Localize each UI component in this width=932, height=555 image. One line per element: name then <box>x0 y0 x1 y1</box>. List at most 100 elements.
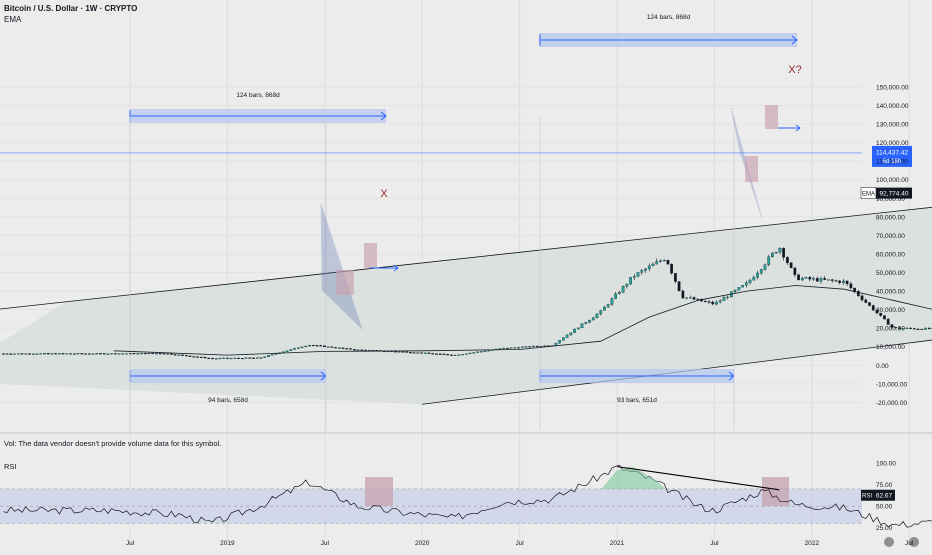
candle-body <box>58 353 60 354</box>
candle-body <box>853 288 855 291</box>
candle-body <box>454 355 456 356</box>
candle-body <box>159 353 161 354</box>
candle-body <box>32 354 34 355</box>
candle-body <box>488 350 490 351</box>
candle-body <box>805 277 807 278</box>
candle-body <box>361 350 363 351</box>
candle-body <box>909 328 911 329</box>
candle-body <box>558 340 560 343</box>
candle-body <box>215 358 217 359</box>
price-axis-tick-label: 20,000.00 <box>876 326 905 333</box>
candle-body <box>734 290 736 292</box>
rsi-axis-tick-label: 100.00 <box>876 461 896 468</box>
candle-body <box>222 358 224 359</box>
chart-settings-icon[interactable] <box>884 537 894 547</box>
candle-body <box>846 281 848 284</box>
candle-body <box>775 252 777 253</box>
candle-body <box>809 277 811 279</box>
candle-body <box>237 358 239 359</box>
candle-body <box>346 348 348 349</box>
candle-body <box>196 357 198 358</box>
mark-x-2021: X <box>380 188 388 200</box>
candle-body <box>204 357 206 358</box>
ema-value: 92,774.40 <box>880 190 909 197</box>
candle-body <box>749 280 751 283</box>
candle-body <box>555 343 557 345</box>
candle-body <box>327 347 329 348</box>
candle-body <box>525 346 527 347</box>
candle-body <box>753 277 755 280</box>
candle-body <box>256 358 258 359</box>
candle-body <box>827 280 829 281</box>
price-axis-tick-label: 10,000.00 <box>876 344 905 351</box>
candle-body <box>357 350 359 351</box>
candle-body <box>264 357 266 358</box>
candle-body <box>794 268 796 275</box>
candle-body <box>644 269 646 271</box>
candle-body <box>241 358 243 359</box>
price-axis-tick-label: 150,000.00 <box>876 84 909 91</box>
time-axis-tick-label: 2021 <box>610 540 625 547</box>
candle-body <box>461 354 463 355</box>
candle-body <box>741 285 743 287</box>
candle-body <box>334 347 336 348</box>
candle-body <box>820 278 822 281</box>
candle-body <box>596 314 598 318</box>
candle-body <box>193 356 195 357</box>
candle-body <box>260 358 262 359</box>
candle-body <box>600 310 602 314</box>
candle-body <box>536 346 538 347</box>
candle-body <box>103 353 105 354</box>
time-axis-tick-label: Jul <box>905 540 914 547</box>
price-axis-tick-label: 140,000.00 <box>876 103 909 110</box>
candle-body <box>118 354 120 355</box>
candle-body <box>133 353 135 354</box>
candle-body <box>812 278 814 279</box>
candle-body <box>872 306 874 311</box>
candle-body <box>726 297 728 298</box>
candle-body <box>230 358 232 359</box>
candle-body <box>745 283 747 286</box>
candle-body <box>211 358 213 359</box>
candle-body <box>865 300 867 303</box>
candle-body <box>510 348 512 349</box>
candle-body <box>592 318 594 320</box>
candle-body <box>562 338 564 341</box>
range-top-label: 124 bars, 868d <box>647 14 691 21</box>
rsi-pane-title[interactable]: RSI <box>4 462 17 471</box>
last-price-value: 114,437.42 <box>876 149 908 156</box>
rsi-axis-tick-label: 50.00 <box>876 504 893 511</box>
candle-body <box>659 261 661 262</box>
candle-body <box>364 350 366 351</box>
candle-body <box>514 348 516 349</box>
candle-body <box>446 354 448 355</box>
candle-body <box>424 353 426 354</box>
ema-legend[interactable]: EMA <box>4 15 21 24</box>
candle-body <box>10 354 12 355</box>
candle-body <box>685 298 687 299</box>
candle-body <box>656 261 658 264</box>
candle-body <box>782 248 784 257</box>
candle-body <box>342 348 344 349</box>
candle-body <box>99 353 101 354</box>
time-axis-tick-label: Jul <box>710 540 719 547</box>
price-axis-tick-label: 0.00 <box>876 363 889 370</box>
candle-body <box>465 354 467 355</box>
candle-body <box>185 355 187 356</box>
candle-body <box>835 281 837 282</box>
candle-body <box>189 356 191 357</box>
candle-body <box>129 353 131 354</box>
candle-body <box>316 345 318 346</box>
candle-body <box>928 328 930 329</box>
candle-body <box>234 358 236 359</box>
candle-body <box>611 299 613 305</box>
candle-body <box>267 355 269 356</box>
candle-body <box>77 353 79 354</box>
candle-body <box>6 354 8 355</box>
candle-body <box>54 353 56 354</box>
candle-body <box>708 302 710 303</box>
time-axis-tick-label: Jul <box>321 540 330 547</box>
